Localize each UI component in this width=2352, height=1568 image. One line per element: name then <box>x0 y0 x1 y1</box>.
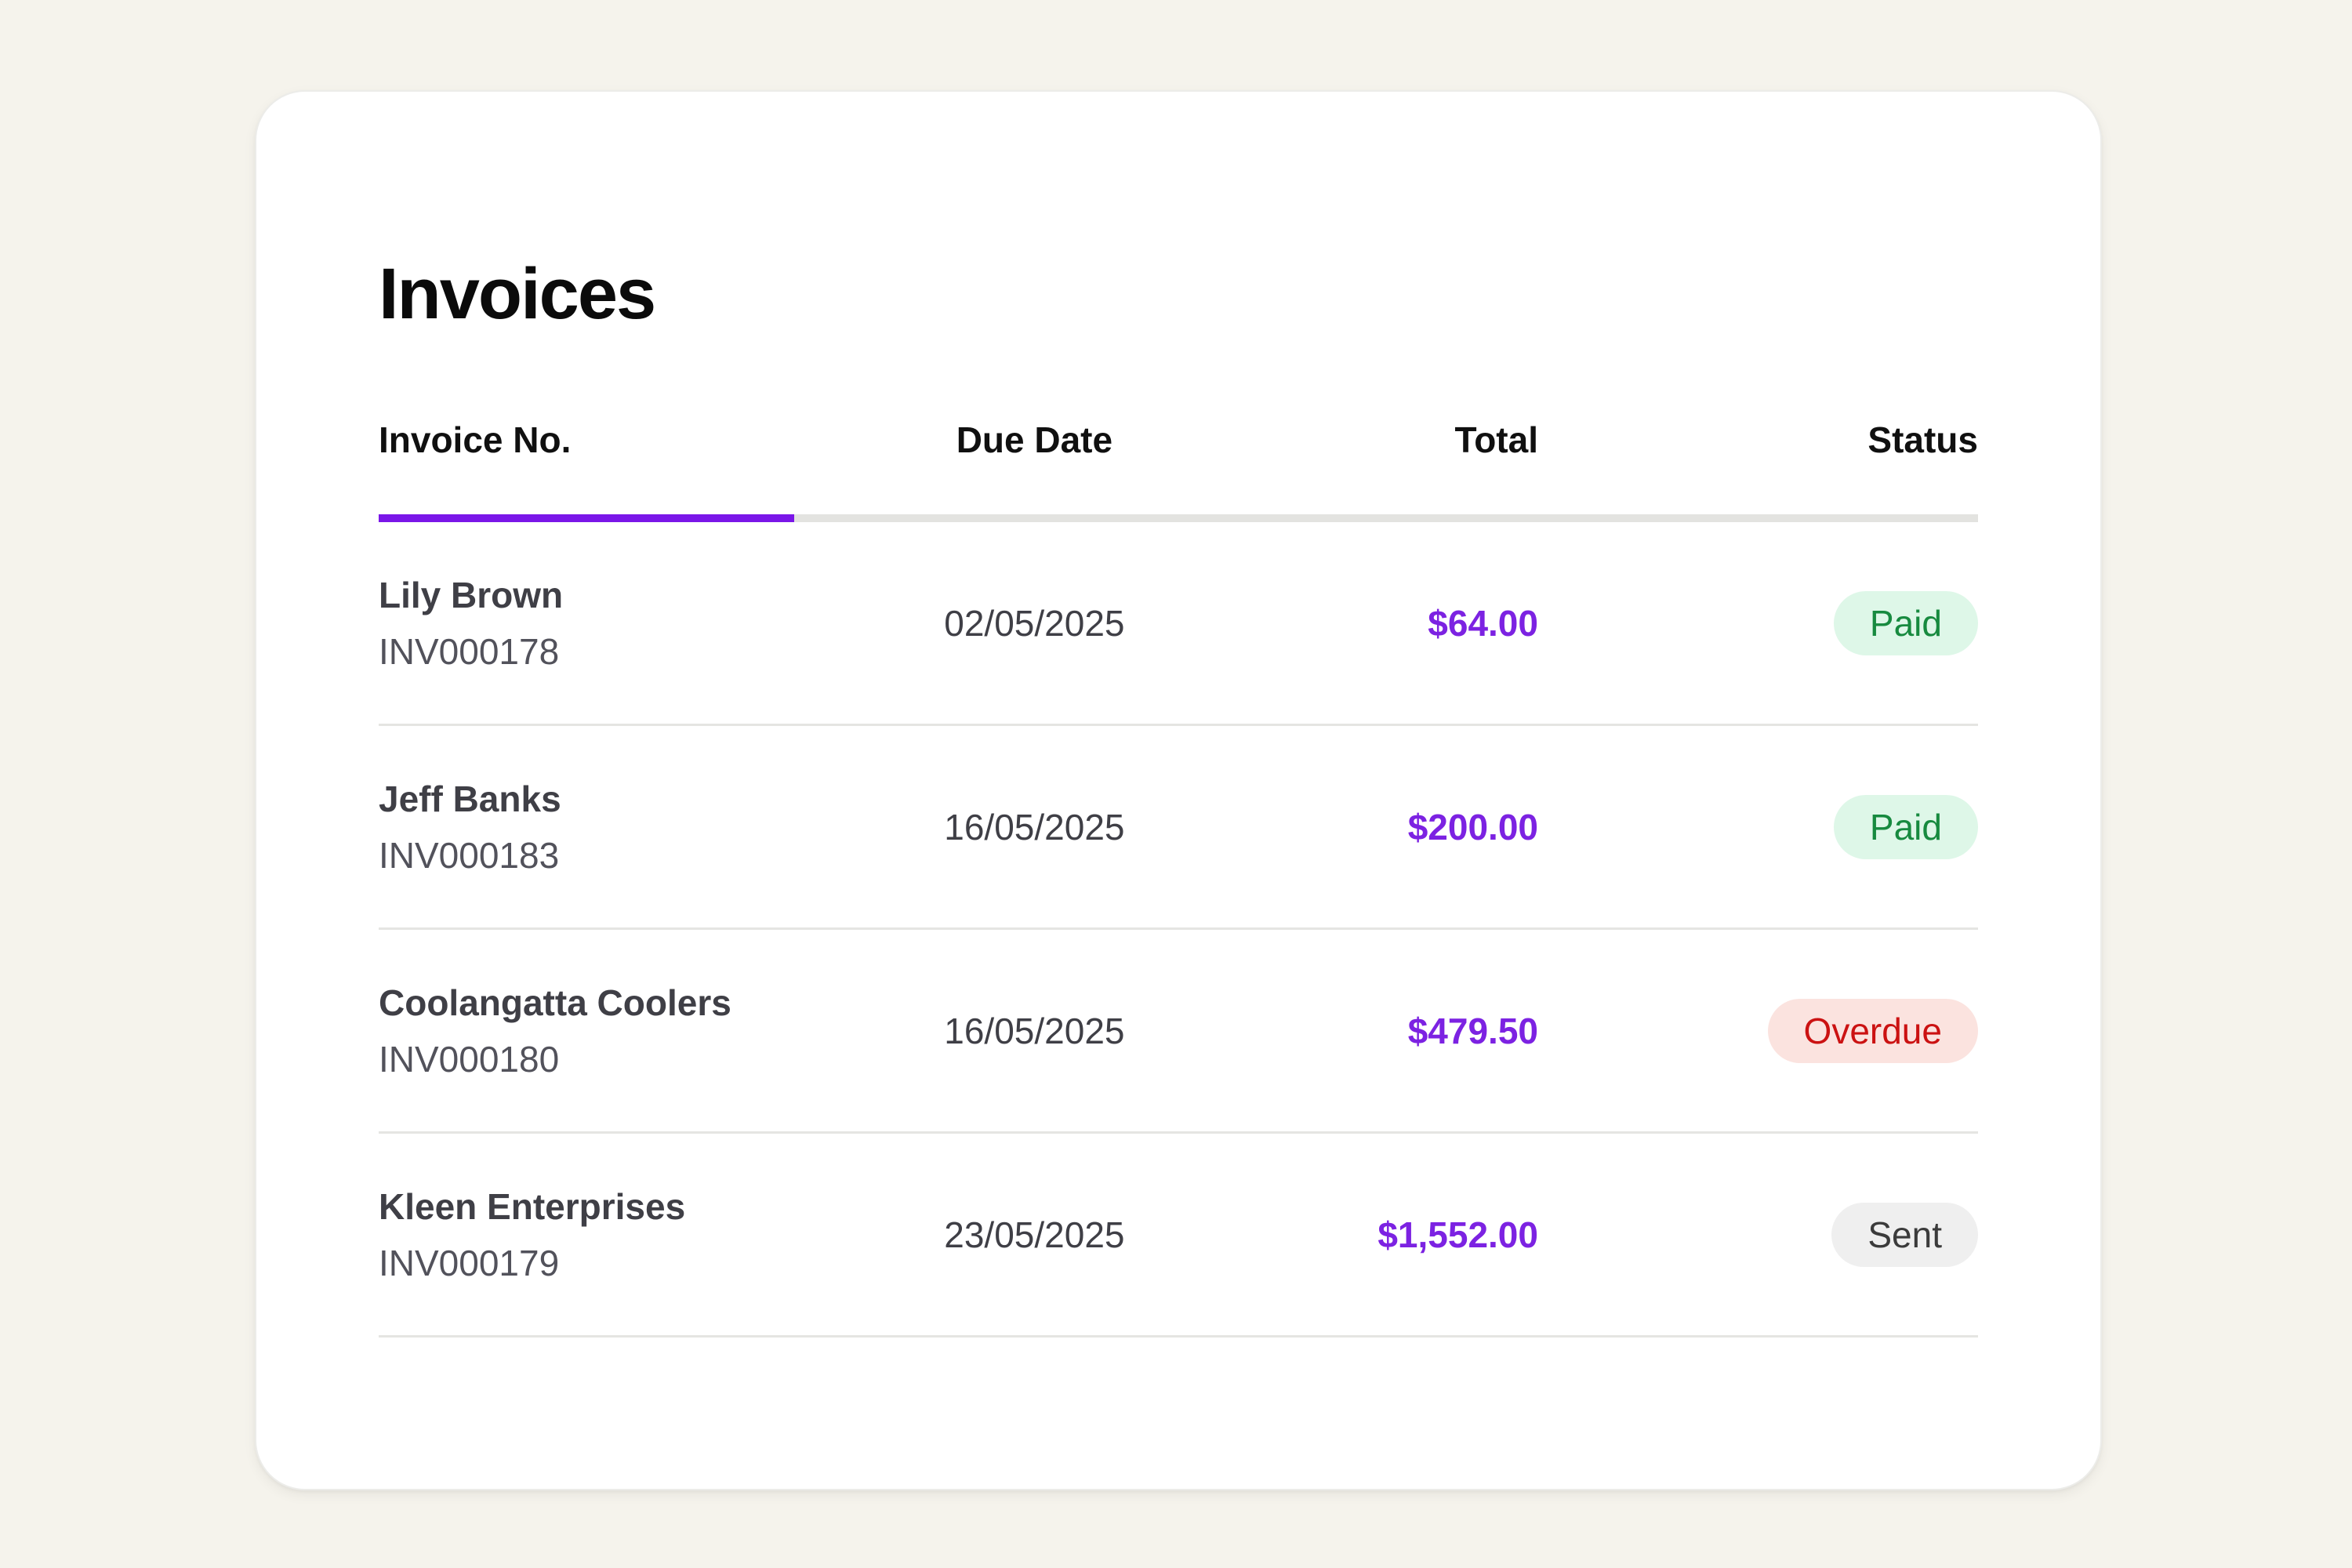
invoice-total: $64.00 <box>1428 602 1538 644</box>
invoice-row[interactable]: Kleen Enterprises INV000179 23/05/2025 $… <box>379 1134 1978 1338</box>
due-date: 23/05/2025 <box>944 1214 1125 1255</box>
invoice-number: INV000180 <box>379 1038 560 1080</box>
status-cell: Paid <box>1538 794 1978 859</box>
invoice-row[interactable]: Jeff Banks INV000183 16/05/2025 $200.00 … <box>379 726 1978 930</box>
invoice-cell: Jeff Banks INV000183 <box>379 771 794 884</box>
customer-name: Kleen Enterprises <box>379 1185 686 1227</box>
invoice-row[interactable]: Coolangatta Coolers INV000180 16/05/2025… <box>379 930 1978 1134</box>
customer-name: Jeff Banks <box>379 778 561 819</box>
customer-name: Coolangatta Coolers <box>379 982 731 1023</box>
invoices-card: Invoices Invoice No. Due Date Total Stat… <box>255 90 2102 1490</box>
invoice-cell: Lily Brown INV000178 <box>379 567 794 680</box>
column-header-due-date[interactable]: Due Date <box>956 419 1113 460</box>
invoice-number: INV000179 <box>379 1242 560 1283</box>
status-badge: Sent <box>1831 1202 1978 1267</box>
page-title: Invoices <box>379 254 656 334</box>
invoice-total: $200.00 <box>1407 806 1538 848</box>
column-header-total[interactable]: Total <box>1454 419 1538 460</box>
status-cell: Overdue <box>1538 998 1978 1063</box>
invoice-total: $479.50 <box>1407 1010 1538 1051</box>
invoice-row[interactable]: Lily Brown INV000178 02/05/2025 $64.00 P… <box>379 522 1978 726</box>
active-column-indicator <box>379 514 795 522</box>
status-cell: Paid <box>1538 590 1978 655</box>
status-cell: Sent <box>1538 1202 1978 1267</box>
due-date: 02/05/2025 <box>944 602 1125 644</box>
invoice-number: INV000183 <box>379 834 560 876</box>
table-header-row: Invoice No. Due Date Total Status <box>379 422 1978 458</box>
header-underline <box>379 514 1978 522</box>
customer-name: Lily Brown <box>379 574 564 615</box>
status-badge: Overdue <box>1767 998 1978 1063</box>
invoice-cell: Kleen Enterprises INV000179 <box>379 1178 794 1291</box>
status-badge: Paid <box>1833 590 1978 655</box>
invoice-total: $1,552.00 <box>1377 1214 1538 1255</box>
due-date: 16/05/2025 <box>944 806 1125 848</box>
invoice-number: INV000178 <box>379 630 560 672</box>
status-badge: Paid <box>1833 794 1978 859</box>
due-date: 16/05/2025 <box>944 1010 1125 1051</box>
column-header-status[interactable]: Status <box>1867 419 1978 460</box>
invoice-cell: Coolangatta Coolers INV000180 <box>379 975 794 1087</box>
column-header-invoice-no[interactable]: Invoice No. <box>379 419 572 460</box>
